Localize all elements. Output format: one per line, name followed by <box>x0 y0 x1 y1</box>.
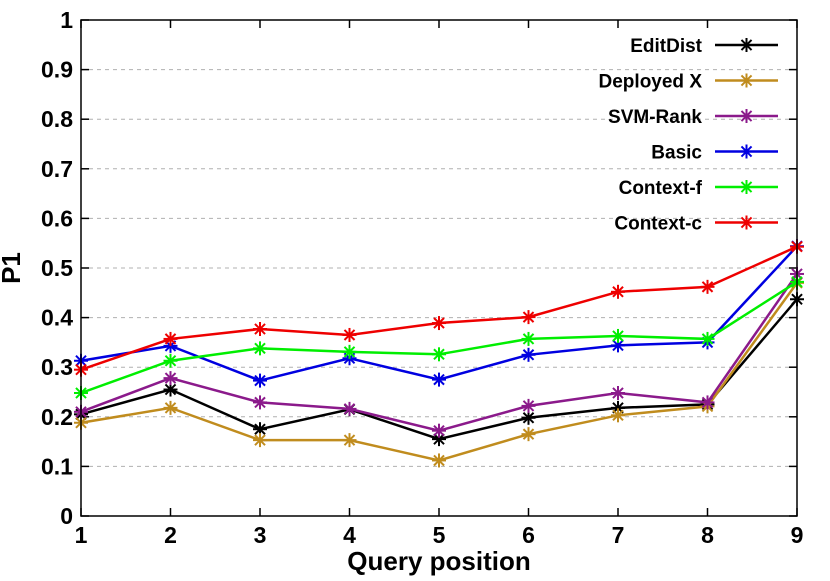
grid-layer <box>81 69 797 467</box>
data-point <box>253 395 267 410</box>
data-point <box>611 338 625 353</box>
y-tick-label: 0.6 <box>41 205 73 231</box>
y-tick-label: 0.1 <box>41 453 73 479</box>
y-tick-label: 0.5 <box>41 255 73 281</box>
y-tick-label: 0.7 <box>41 156 73 182</box>
series-deployed-x <box>74 275 804 468</box>
data-point <box>700 279 715 294</box>
data-point <box>521 410 536 425</box>
data-point <box>521 347 536 362</box>
data-point <box>163 400 178 415</box>
data-point <box>432 453 446 468</box>
data-point <box>700 395 715 410</box>
legend-entry: Deployed X <box>599 72 778 93</box>
legend: EditDist Deployed X SVM-Rank Basic Context-f… <box>599 36 778 235</box>
y-tick-label: 0.2 <box>41 404 73 430</box>
data-point <box>611 284 625 299</box>
x-tick-label: 1 <box>75 522 88 548</box>
data-point <box>521 427 536 442</box>
y-tick-label: 0.4 <box>41 305 73 331</box>
y-tick-label: 0.9 <box>41 57 73 83</box>
x-tick-label: 2 <box>164 522 177 548</box>
legend-entry: Context-c <box>614 214 778 235</box>
x-tick-label: 4 <box>343 522 356 548</box>
legend-label: Context-f <box>619 178 703 199</box>
legend-entry: SVM-Rank <box>608 107 778 128</box>
legend-swatch-marker <box>739 180 754 194</box>
plot-frame <box>80 19 798 517</box>
data-point <box>432 316 446 331</box>
legend-entry: Basic <box>651 143 778 164</box>
data-point <box>253 433 267 448</box>
data-point <box>163 382 178 397</box>
data-point <box>432 347 446 362</box>
data-point <box>253 341 267 356</box>
data-point <box>163 331 178 346</box>
data-point <box>342 327 357 342</box>
legend-entry: EditDist <box>630 36 778 57</box>
legend-label: Basic <box>651 143 702 164</box>
series-layer <box>74 239 804 468</box>
data-point <box>253 322 267 337</box>
legend-label: Context-c <box>614 214 702 235</box>
legend-entry: Context-f <box>619 178 778 199</box>
series-context-f <box>74 274 804 400</box>
data-point <box>253 373 267 388</box>
y-tick-label: 0.8 <box>41 106 73 132</box>
legend-label: SVM-Rank <box>608 107 702 128</box>
x-tick-label: 9 <box>791 522 804 548</box>
legend-swatch-marker <box>739 144 754 159</box>
x-tick-label: 6 <box>522 522 535 548</box>
legend-swatch-marker <box>739 109 754 123</box>
legend-label: EditDist <box>630 36 702 57</box>
legend-swatch-marker <box>739 215 754 230</box>
x-tick-label: 7 <box>612 522 625 548</box>
legend-swatch-marker <box>739 38 754 52</box>
series-editdist <box>74 292 804 447</box>
data-point <box>342 344 357 359</box>
data-point <box>700 331 715 346</box>
data-point <box>611 408 625 423</box>
tick-layer: 0 0.1 0.2 0.3 0.4 0.5 0.6 0.7 0.8 0.9 1 1 2 3 4 5 6 7 8 9 <box>41 7 803 548</box>
data-point <box>342 433 357 448</box>
legend-label: Deployed X <box>599 72 703 93</box>
data-point <box>432 372 446 387</box>
legend-swatch-marker <box>739 73 754 88</box>
data-point <box>163 371 178 386</box>
data-point <box>521 398 536 413</box>
data-point <box>521 310 536 325</box>
y-tick-label: 0.3 <box>41 354 73 380</box>
data-point <box>611 385 625 400</box>
data-point <box>432 423 446 438</box>
x-tick-label: 8 <box>701 522 714 548</box>
x-axis-title: Query position <box>347 546 530 576</box>
x-tick-label: 5 <box>433 522 446 548</box>
series-basic <box>74 239 804 388</box>
data-point <box>342 401 357 416</box>
y-tick-label: 1 <box>60 7 73 33</box>
data-point <box>163 353 178 368</box>
y-axis-title: P1 <box>0 252 26 284</box>
data-point <box>611 328 625 343</box>
y-tick-label: 0 <box>60 503 73 529</box>
x-tick-label: 3 <box>254 522 267 548</box>
data-point <box>521 331 536 346</box>
